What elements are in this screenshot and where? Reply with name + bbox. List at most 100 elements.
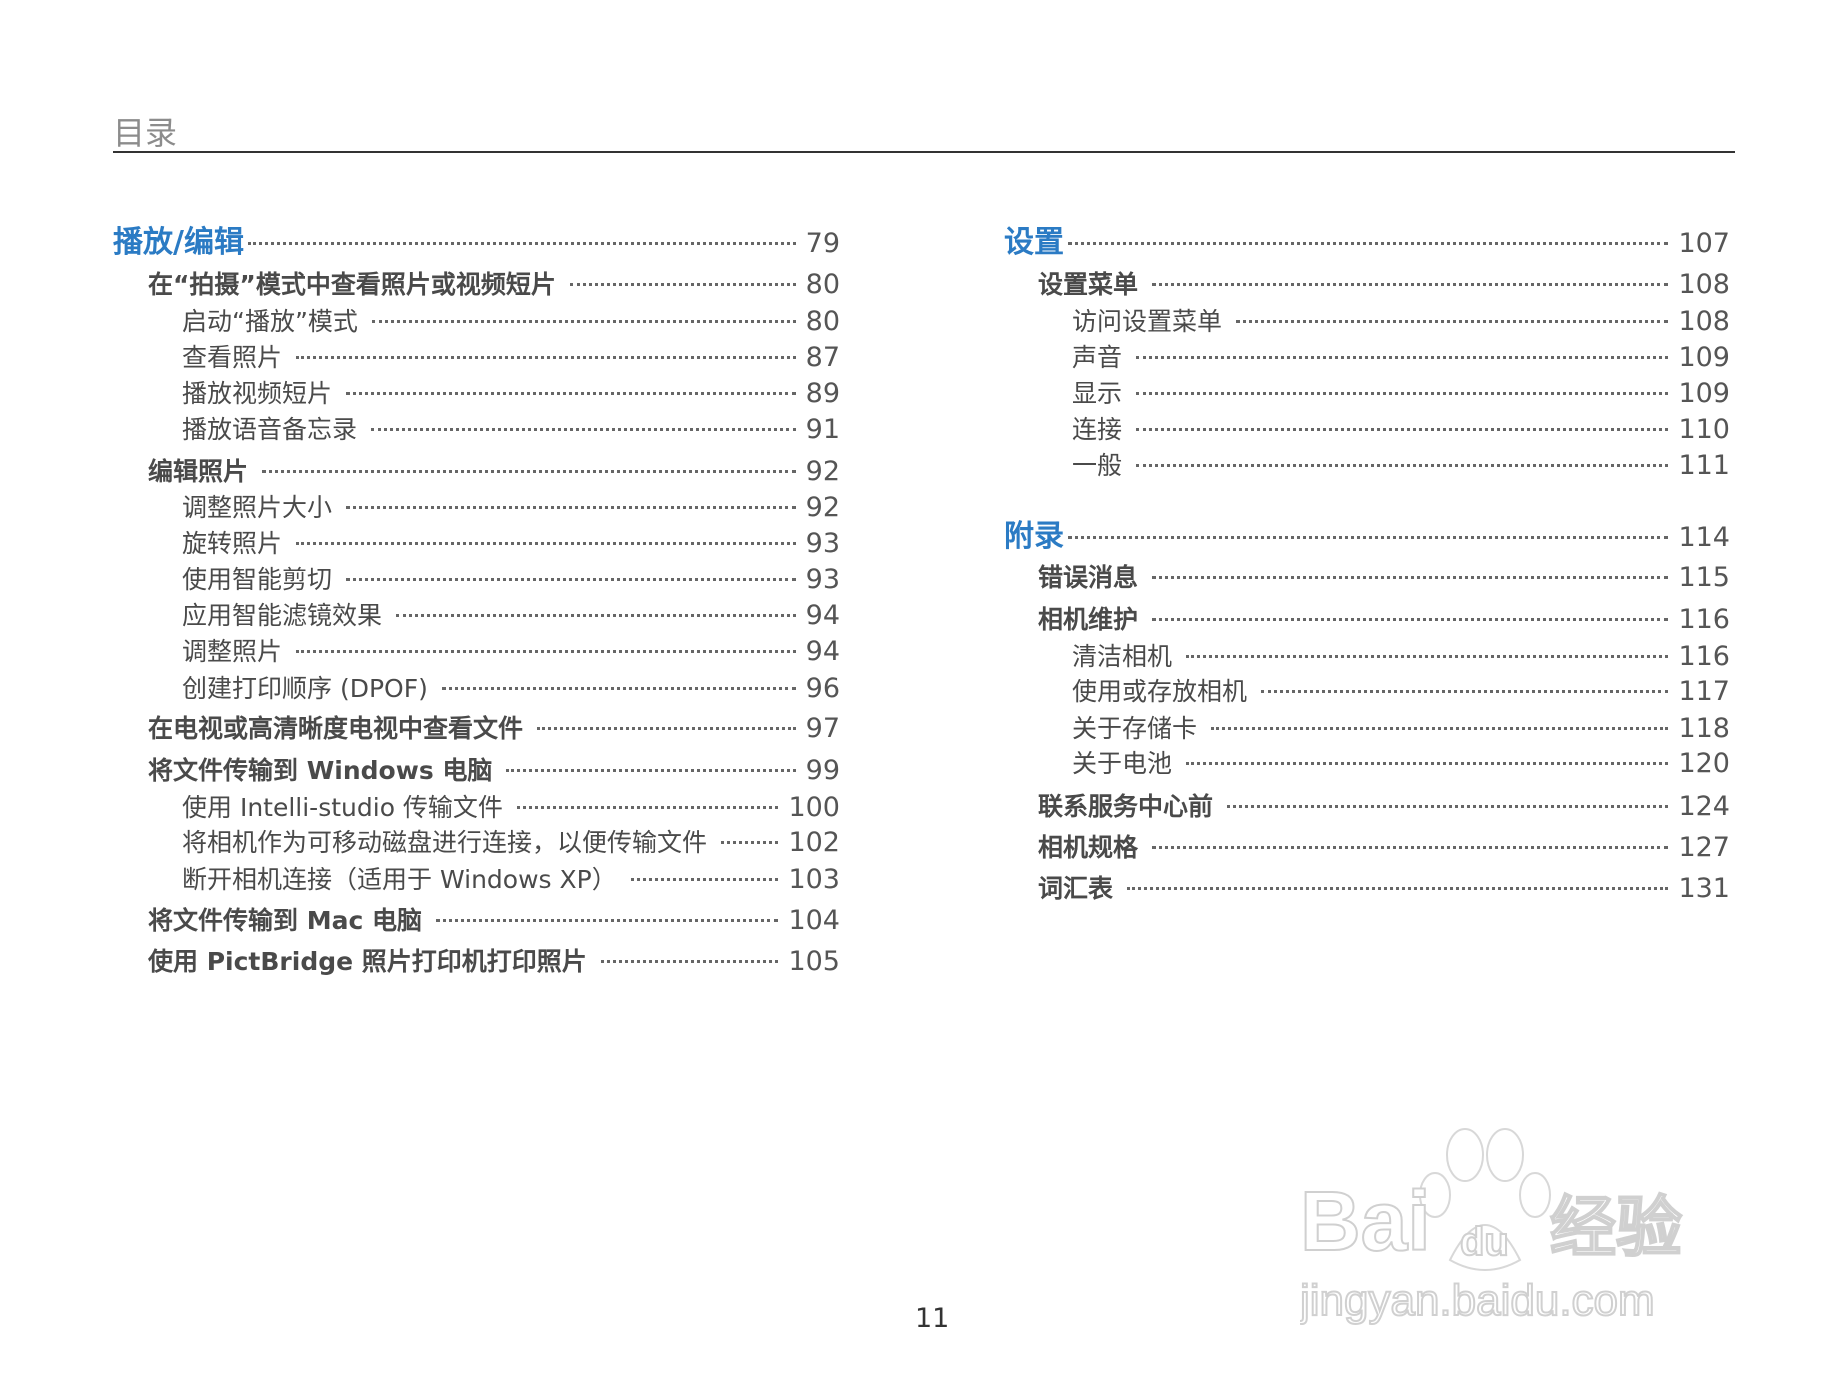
toc-entry[interactable]: 断开相机连接（适用于 Windows XP） 103 — [182, 862, 840, 898]
toc-entry-page: 116 — [1678, 604, 1730, 635]
toc-entry[interactable]: 附录 114 — [1004, 519, 1730, 555]
toc-entry-page: 115 — [1678, 562, 1730, 593]
toc-entry-page: 116 — [1678, 641, 1730, 672]
dot-leader — [262, 470, 796, 473]
toc-entry-label: 播放视频短片 — [182, 379, 333, 408]
dot-leader — [1186, 762, 1669, 765]
toc-entry[interactable]: 将文件传输到 Windows 电脑 99 — [148, 753, 840, 789]
toc-entry-label: 在“拍摄”模式中查看照片或视频短片 — [148, 270, 556, 299]
toc-entry[interactable]: 应用智能滤镜效果 94 — [182, 598, 840, 634]
toc-entry-page: 131 — [1678, 873, 1730, 904]
toc-entry[interactable]: 设置菜单 108 — [1038, 267, 1730, 303]
dot-leader — [296, 356, 796, 359]
toc-entry-label: 错误消息 — [1038, 563, 1139, 592]
toc-entry[interactable]: 关于电池 120 — [1072, 746, 1730, 782]
dot-leader — [1152, 846, 1669, 849]
toc-entry[interactable]: 清洁相机 116 — [1072, 639, 1730, 675]
toc-entry[interactable]: 相机规格 127 — [1038, 830, 1730, 866]
toc-entry-label: 使用 Intelli-studio 传输文件 — [182, 793, 503, 822]
toc-entry[interactable]: 访问设置菜单 108 — [1072, 304, 1730, 340]
toc-entry-label: 将文件传输到 Windows 电脑 — [148, 756, 493, 785]
toc-entry-page: 118 — [1678, 713, 1730, 744]
toc-entry-label: 使用智能剪切 — [182, 565, 333, 594]
toc-entry[interactable]: 播放视频短片 89 — [182, 376, 840, 412]
toc-entry-page: 105 — [788, 946, 840, 977]
toc-entry-label: 相机维护 — [1038, 605, 1139, 634]
toc-entry-page: 93 — [805, 528, 840, 559]
toc-entry-page: 96 — [805, 673, 840, 704]
toc-entry[interactable]: 查看照片 87 — [182, 340, 840, 376]
toc-entry-page: 97 — [805, 713, 840, 744]
toc-entry-page: 110 — [1678, 414, 1730, 445]
toc-entry-label: 将文件传输到 Mac 电脑 — [148, 906, 422, 935]
dot-leader — [1136, 356, 1669, 359]
toc-entry[interactable]: 启动“播放”模式 80 — [182, 304, 840, 340]
toc-entry[interactable]: 设置 107 — [1004, 225, 1730, 261]
toc-entry-label: 设置菜单 — [1038, 270, 1139, 299]
toc-entry-page: 104 — [788, 905, 840, 936]
toc-entry-label: 显示 — [1072, 379, 1123, 408]
dot-leader — [441, 687, 796, 690]
svg-text:du: du — [1460, 1220, 1509, 1264]
page-number: 11 — [915, 1303, 950, 1334]
toc-entry-label: 词汇表 — [1038, 874, 1114, 903]
toc-entry-page: 79 — [805, 228, 840, 259]
toc-entry[interactable]: 使用或存放相机 117 — [1072, 674, 1730, 710]
toc-entry-label: 清洁相机 — [1072, 642, 1173, 671]
dot-leader — [569, 283, 796, 286]
toc-entry[interactable]: 连接 110 — [1072, 412, 1730, 448]
dot-leader — [1211, 727, 1669, 730]
toc-entry[interactable]: 播放语音备忘录 91 — [182, 412, 840, 448]
toc-entry-label: 播放/编辑 — [113, 225, 244, 260]
toc-entry[interactable]: 词汇表 131 — [1038, 871, 1730, 907]
toc-entry[interactable]: 使用 PictBridge 照片打印机打印照片 105 — [148, 944, 840, 980]
toc-entry-label: 编辑照片 — [148, 457, 249, 486]
dot-leader — [1152, 618, 1669, 621]
toc-entry-page: 91 — [805, 414, 840, 445]
toc-entry[interactable]: 相机维护 116 — [1038, 602, 1730, 638]
toc-entry[interactable]: 一般 111 — [1072, 448, 1730, 484]
toc-entry[interactable]: 联系服务中心前 124 — [1038, 789, 1730, 825]
dot-leader — [1127, 887, 1669, 890]
dot-leader — [630, 878, 779, 881]
toc-entry[interactable]: 在“拍摄”模式中查看照片或视频短片 80 — [148, 267, 840, 303]
toc-entry-label: 断开相机连接（适用于 Windows XP） — [182, 865, 617, 894]
dot-leader — [506, 769, 796, 772]
toc-entry[interactable]: 编辑照片 92 — [148, 454, 840, 490]
svg-text:Bai: Bai — [1300, 1174, 1431, 1268]
toc-entry[interactable]: 使用智能剪切 93 — [182, 562, 840, 598]
toc-entry[interactable]: 创建打印顺序 (DPOF) 96 — [182, 671, 840, 707]
toc-entry-page: 109 — [1678, 342, 1730, 373]
toc-entry[interactable]: 调整照片 94 — [182, 634, 840, 670]
toc-entry-label: 相机规格 — [1038, 833, 1139, 862]
toc-entry-page: 93 — [805, 564, 840, 595]
toc-entry-label: 关于电池 — [1072, 749, 1173, 778]
toc-entry[interactable]: 旋转照片 93 — [182, 526, 840, 562]
toc-entry[interactable]: 使用 Intelli-studio 传输文件 100 — [182, 790, 840, 826]
dot-leader — [296, 542, 796, 545]
dot-leader — [1227, 805, 1669, 808]
toc-entry[interactable]: 在电视或高清晰度电视中查看文件 97 — [148, 711, 840, 747]
toc-entry-label: 调整照片 — [182, 637, 283, 666]
toc-entry[interactable]: 将文件传输到 Mac 电脑 104 — [148, 903, 840, 939]
toc-entry[interactable]: 调整照片大小 92 — [182, 490, 840, 526]
toc-entry-label: 使用 PictBridge 照片打印机打印照片 — [148, 947, 587, 976]
svg-text:jingyan.baidu.com: jingyan.baidu.com — [1300, 1276, 1655, 1325]
toc-entry-label: 设置 — [1004, 225, 1064, 260]
toc-entry[interactable]: 将相机作为可移动磁盘进行连接，以便传输文件 102 — [182, 825, 840, 861]
toc-entry[interactable]: 声音 109 — [1072, 340, 1730, 376]
dot-leader — [600, 960, 779, 963]
toc-entry-page: 103 — [788, 864, 840, 895]
toc-entry[interactable]: 错误消息 115 — [1038, 560, 1730, 596]
dot-leader — [1136, 428, 1669, 431]
dot-leader — [1068, 536, 1669, 539]
toc-entry-label: 联系服务中心前 — [1038, 792, 1214, 821]
toc-entry-page: 107 — [1678, 228, 1730, 259]
toc-entry[interactable]: 播放/编辑 79 — [113, 225, 840, 261]
toc-entry-page: 80 — [805, 306, 840, 337]
dot-leader — [396, 614, 796, 617]
toc-entry-page: 94 — [805, 636, 840, 667]
dot-leader — [1068, 242, 1669, 245]
toc-entry[interactable]: 显示 109 — [1072, 376, 1730, 412]
toc-entry[interactable]: 关于存储卡 118 — [1072, 711, 1730, 747]
